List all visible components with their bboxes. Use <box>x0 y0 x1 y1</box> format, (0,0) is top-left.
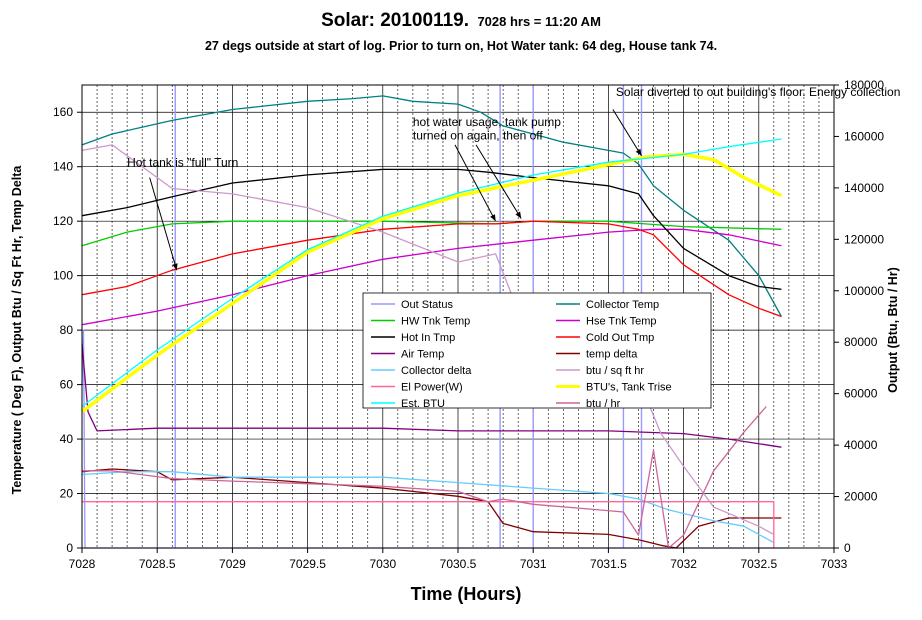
y-left-tick-label: 80 <box>60 323 74 337</box>
annotation-arrow-line <box>454 144 497 222</box>
legend-label: Collector Temp <box>586 299 659 311</box>
annotations: Solar diverted to out building's floor. … <box>127 85 900 271</box>
series-line-collector-temp <box>81 95 782 317</box>
x-axis-label: Time (Hours) <box>411 584 522 604</box>
y-right-tick-label: 120000 <box>844 232 884 246</box>
annotation-arrow-head <box>635 148 642 156</box>
chart-title-main: Solar: 20100119. <box>321 10 469 31</box>
x-tick-label: 7028.5 <box>139 557 176 571</box>
legend-label: HW Tnk Temp <box>401 316 470 328</box>
annotation-arrow-line <box>149 177 178 271</box>
y-right-tick-label: 180000 <box>844 78 884 92</box>
y-left-tick-label: 20 <box>60 487 74 501</box>
y-right-tick-label: 140000 <box>844 181 884 195</box>
series-line-hw-tnk-temp <box>81 220 782 247</box>
legend-label: El Power(W) <box>401 382 463 394</box>
x-tick-label: 7029 <box>219 557 246 571</box>
series-line-cold-out-tmp <box>81 220 782 318</box>
chart-subtitle: 27 degs outside at start of log. Prior t… <box>205 39 717 53</box>
y-right-tick-label: 20000 <box>844 490 878 504</box>
x-tick-label: 7032 <box>670 557 697 571</box>
x-tick-label: 7032.5 <box>740 557 777 571</box>
y-left-tick-label: 60 <box>60 378 74 392</box>
y-left-tick-label: 160 <box>53 105 73 119</box>
legend-label: Hse Tnk Temp <box>586 316 657 328</box>
series-line-temp-delta <box>81 468 782 549</box>
x-tick-label: 7028 <box>69 557 96 571</box>
x-tick-label: 7033 <box>821 557 848 571</box>
annotation-text: Solar diverted to out building's floor. … <box>616 85 900 99</box>
chart-title: Solar: 20100119. 7028 hrs = 11:20 AM <box>321 10 601 31</box>
chart-title-small: 7028 hrs = 11:20 AM <box>477 14 600 29</box>
y-right-tick-label: 160000 <box>844 129 884 143</box>
y-left-tick-label: 120 <box>53 214 73 228</box>
annotation-text: turned on again, then off <box>413 128 544 142</box>
y-right-tick-label: 60000 <box>844 387 878 401</box>
x-tick-label: 7029.5 <box>289 557 326 571</box>
y-axis-label-left: Temperature ( Deg F), Output Btu / Sq Ft… <box>10 165 24 495</box>
legend-label: Cold Out Tmp <box>586 332 654 344</box>
annotation-arrow-line <box>612 109 642 157</box>
annotation-arrow-head <box>172 263 178 271</box>
legend-label: BTU's, Tank Trise <box>586 382 672 394</box>
legend-label: Collector delta <box>401 365 472 377</box>
y-right-tick-label: 40000 <box>844 438 878 452</box>
series-line-collector-delta <box>81 471 775 544</box>
x-tick-label: 7030 <box>369 557 396 571</box>
annotation-text: hot water usage, tank pump <box>413 115 561 129</box>
axes: 7028 7028.5 7029 7029.5 7030 7030.5 7031 7031.5… <box>53 78 884 571</box>
y-left-tick-label: 100 <box>53 269 73 283</box>
y-right-tick-label: 0 <box>844 541 851 555</box>
series-line-btu-s-tank-trise <box>80 152 783 414</box>
legend-label: btu / sq ft hr <box>586 365 644 377</box>
series-line-air-temp <box>81 343 782 448</box>
y-right-tick-label: 80000 <box>844 335 878 349</box>
series-line-btu-hr <box>82 406 767 549</box>
y-left-tick-label: 140 <box>53 160 73 174</box>
series-line-el-power-w <box>82 501 775 548</box>
legend-label: Est. BTU <box>401 398 445 410</box>
x-tick-label: 7031 <box>520 557 547 571</box>
y-right-tick-label: 100000 <box>844 284 884 298</box>
annotation-arrow-head <box>515 211 522 219</box>
series-line-hot-in-tmp <box>81 168 782 290</box>
legend-label: Out Status <box>401 299 453 311</box>
annotation-text: Hot tank is "full" Turn <box>127 156 238 170</box>
annotation-arrow-line <box>475 144 522 219</box>
y-left-tick-label: 0 <box>66 541 73 555</box>
legend-label: temp delta <box>586 349 638 361</box>
legend-label: Hot In Tmp <box>401 332 455 344</box>
y-left-tick-label: 40 <box>60 432 74 446</box>
series-line-est-btu <box>81 138 782 408</box>
legend-label: Air Temp <box>401 349 444 361</box>
series-line-hse-tnk-temp <box>81 228 782 326</box>
y-axis-label-right: Output (Btu, Btu / Hr) <box>886 267 900 393</box>
legend-label: btu / hr <box>586 398 621 410</box>
annotation-arrow-head <box>490 214 496 222</box>
legend: Out Status Collector Temp HW Tnk Temp Hse T… <box>362 292 712 410</box>
x-tick-label: 7030.5 <box>440 557 477 571</box>
legend-box <box>362 292 712 409</box>
x-tick-label: 7031.5 <box>590 557 627 571</box>
